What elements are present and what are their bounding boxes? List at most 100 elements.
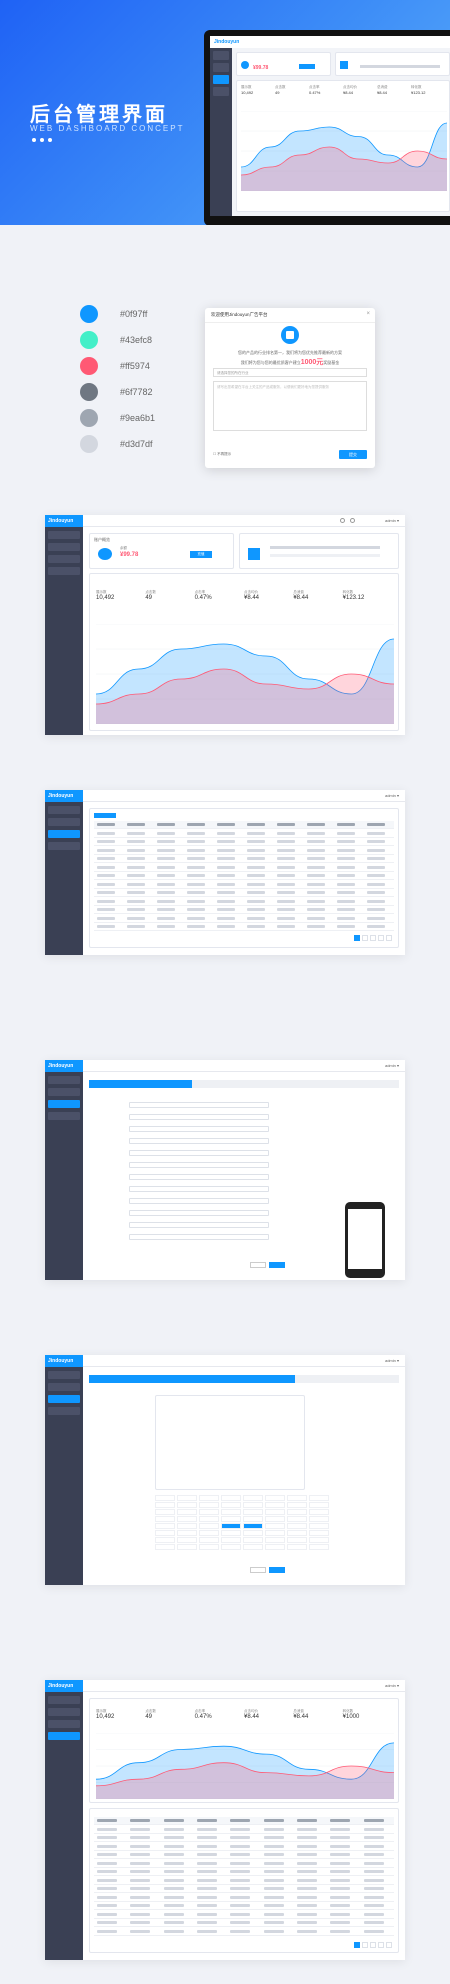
schedule-cell[interactable] — [177, 1516, 197, 1522]
schedule-cell[interactable] — [199, 1495, 219, 1501]
schedule-cell[interactable] — [243, 1544, 263, 1550]
table-row[interactable] — [94, 1902, 394, 1910]
table-row[interactable] — [94, 1877, 394, 1885]
schedule-cell[interactable] — [309, 1537, 329, 1543]
schedule-cell[interactable] — [309, 1516, 329, 1522]
industry-select[interactable]: 请选择您的所在行业 — [213, 368, 367, 377]
form-field[interactable] — [129, 1222, 269, 1228]
next-button[interactable] — [269, 1567, 285, 1573]
schedule-cell[interactable] — [309, 1509, 329, 1515]
table-row[interactable] — [94, 1826, 394, 1834]
message-textarea[interactable]: 请写出您希望在平台上关注的产品或服务，以便我们更好地为您提供服务 — [213, 381, 367, 431]
schedule-cell[interactable] — [199, 1502, 219, 1508]
table-row[interactable] — [94, 1919, 394, 1927]
schedule-cell[interactable] — [221, 1502, 241, 1508]
form-field[interactable] — [129, 1150, 269, 1156]
schedule-cell[interactable] — [265, 1523, 285, 1529]
schedule-cell[interactable] — [155, 1502, 175, 1508]
close-icon[interactable]: × — [366, 311, 370, 317]
laptop-recharge-button[interactable] — [299, 64, 315, 69]
table-row[interactable] — [94, 915, 394, 923]
schedule-cell[interactable] — [309, 1530, 329, 1536]
schedule-cell[interactable] — [287, 1516, 307, 1522]
schedule-cell[interactable] — [155, 1516, 175, 1522]
user-menu[interactable]: admin ▾ — [384, 518, 399, 523]
table-row[interactable] — [94, 1894, 394, 1902]
back-button[interactable] — [250, 1262, 266, 1268]
schedule-cell[interactable] — [177, 1523, 197, 1529]
schedule-cell[interactable] — [155, 1530, 175, 1536]
form-field[interactable] — [129, 1186, 269, 1192]
schedule-cell[interactable] — [265, 1502, 285, 1508]
table-row[interactable] — [94, 1868, 394, 1876]
schedule-cell[interactable] — [155, 1509, 175, 1515]
schedule-cell[interactable] — [221, 1544, 241, 1550]
schedule-cell[interactable] — [265, 1530, 285, 1536]
schedule-cell[interactable] — [177, 1495, 197, 1501]
schedule-cell[interactable] — [265, 1537, 285, 1543]
schedule-cell[interactable] — [243, 1516, 263, 1522]
table-row[interactable] — [94, 855, 394, 863]
schedule-cell[interactable] — [177, 1544, 197, 1550]
schedule-cell[interactable] — [199, 1544, 219, 1550]
schedule-cell[interactable] — [155, 1537, 175, 1543]
schedule-cell[interactable] — [155, 1495, 175, 1501]
schedule-cell[interactable] — [221, 1523, 241, 1529]
form-field[interactable] — [129, 1114, 269, 1120]
schedule-cell[interactable] — [243, 1537, 263, 1543]
schedule-cell[interactable] — [287, 1530, 307, 1536]
schedule-cell[interactable] — [199, 1509, 219, 1515]
form-field[interactable] — [129, 1210, 269, 1216]
table-row[interactable] — [94, 1860, 394, 1868]
schedule-cell[interactable] — [265, 1495, 285, 1501]
schedule-cell[interactable] — [265, 1509, 285, 1515]
add-button[interactable] — [94, 813, 116, 818]
schedule-cell[interactable] — [243, 1495, 263, 1501]
table-row[interactable] — [94, 847, 394, 855]
schedule-cell[interactable] — [309, 1495, 329, 1501]
form-field[interactable] — [129, 1126, 269, 1132]
schedule-cell[interactable] — [243, 1502, 263, 1508]
schedule-cell[interactable] — [199, 1523, 219, 1529]
schedule-cell[interactable] — [199, 1516, 219, 1522]
table-row[interactable] — [94, 923, 394, 931]
table-row[interactable] — [94, 906, 394, 914]
table-row[interactable] — [94, 1834, 394, 1842]
table-row[interactable] — [94, 864, 394, 872]
table-row[interactable] — [94, 1843, 394, 1851]
schedule-cell[interactable] — [221, 1509, 241, 1515]
form-field[interactable] — [129, 1234, 269, 1240]
table-row[interactable] — [94, 872, 394, 880]
schedule-cell[interactable] — [265, 1516, 285, 1522]
pagination[interactable] — [354, 935, 392, 941]
schedule-cell[interactable] — [199, 1537, 219, 1543]
table-row[interactable] — [94, 830, 394, 838]
schedule-cell[interactable] — [243, 1530, 263, 1536]
region-selector[interactable] — [155, 1395, 305, 1490]
schedule-cell[interactable] — [287, 1502, 307, 1508]
next-button[interactable] — [269, 1262, 285, 1268]
table-row[interactable] — [94, 1885, 394, 1893]
schedule-cell[interactable] — [287, 1495, 307, 1501]
form-field[interactable] — [129, 1138, 269, 1144]
dont-show-checkbox[interactable]: ☐ 不再提示 — [213, 452, 232, 456]
schedule-cell[interactable] — [265, 1544, 285, 1550]
schedule-cell[interactable] — [243, 1523, 263, 1529]
schedule-cell[interactable] — [309, 1502, 329, 1508]
table-row[interactable] — [94, 898, 394, 906]
schedule-cell[interactable] — [287, 1537, 307, 1543]
schedule-cell[interactable] — [243, 1509, 263, 1515]
schedule-cell[interactable] — [155, 1523, 175, 1529]
schedule-cell[interactable] — [287, 1523, 307, 1529]
schedule-cell[interactable] — [287, 1544, 307, 1550]
schedule-cell[interactable] — [155, 1544, 175, 1550]
form-field[interactable] — [129, 1174, 269, 1180]
table-row[interactable] — [94, 838, 394, 846]
logo-icon[interactable]: Jindouyun — [45, 515, 83, 527]
submit-button[interactable]: 提交 — [339, 450, 367, 459]
bell-icon[interactable] — [340, 518, 345, 523]
schedule-cell[interactable] — [221, 1530, 241, 1536]
schedule-cell[interactable] — [221, 1516, 241, 1522]
form-field[interactable] — [129, 1198, 269, 1204]
schedule-cell[interactable] — [177, 1537, 197, 1543]
